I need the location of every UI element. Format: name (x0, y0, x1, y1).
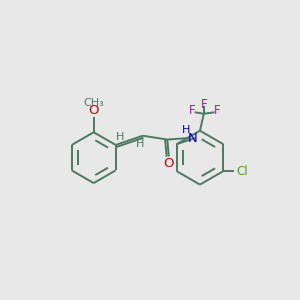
Text: Cl: Cl (236, 165, 248, 178)
Text: CH₃: CH₃ (83, 98, 104, 108)
Text: F: F (189, 104, 196, 117)
Text: F: F (214, 104, 221, 117)
Text: O: O (88, 104, 99, 117)
Text: F: F (200, 98, 207, 111)
Text: O: O (164, 157, 174, 170)
Text: H: H (116, 132, 124, 142)
Text: H: H (135, 139, 144, 149)
Text: H: H (182, 124, 191, 135)
Text: N: N (188, 131, 198, 145)
